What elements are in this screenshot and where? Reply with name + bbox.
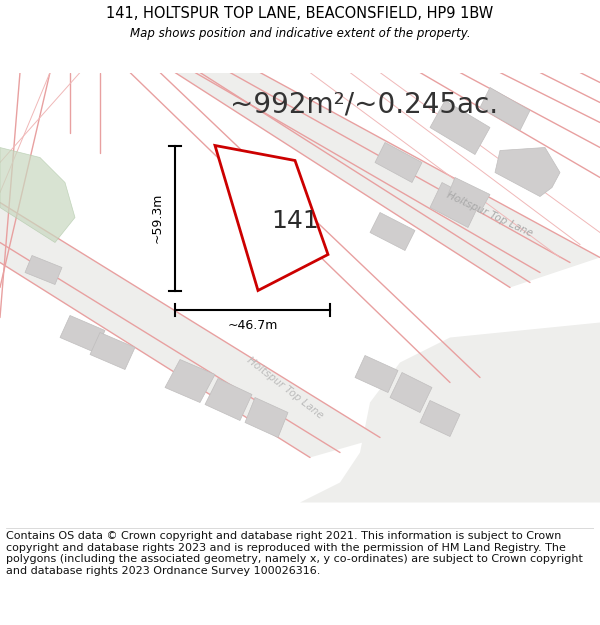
Text: Holtspur Top Lane: Holtspur Top Lane [445, 190, 535, 239]
Polygon shape [420, 401, 460, 436]
Text: ~46.7m: ~46.7m [227, 319, 278, 332]
Text: Map shows position and indicative extent of the property.: Map shows position and indicative extent… [130, 28, 470, 40]
Polygon shape [390, 372, 432, 413]
Polygon shape [0, 202, 380, 458]
Text: 141, HOLTSPUR TOP LANE, BEACONSFIELD, HP9 1BW: 141, HOLTSPUR TOP LANE, BEACONSFIELD, HP… [106, 6, 494, 21]
Polygon shape [245, 398, 288, 437]
Polygon shape [495, 148, 560, 196]
Polygon shape [25, 256, 62, 284]
Polygon shape [430, 182, 480, 228]
Polygon shape [370, 213, 415, 251]
Polygon shape [90, 332, 135, 369]
Polygon shape [355, 356, 398, 392]
Polygon shape [215, 146, 328, 291]
Text: Contains OS data © Crown copyright and database right 2021. This information is : Contains OS data © Crown copyright and d… [6, 531, 583, 576]
Polygon shape [0, 148, 75, 242]
Text: Holtspur Top Lane: Holtspur Top Lane [245, 355, 325, 420]
Polygon shape [300, 322, 600, 502]
Text: ~59.3m: ~59.3m [151, 192, 163, 243]
Polygon shape [480, 88, 530, 131]
Polygon shape [60, 316, 105, 352]
Polygon shape [165, 359, 215, 403]
Polygon shape [175, 72, 600, 288]
Polygon shape [430, 101, 490, 154]
Polygon shape [448, 177, 490, 212]
Text: 141: 141 [271, 209, 319, 232]
Polygon shape [205, 379, 252, 421]
Polygon shape [375, 142, 422, 182]
Text: ~992m²/~0.245ac.: ~992m²/~0.245ac. [230, 91, 498, 119]
